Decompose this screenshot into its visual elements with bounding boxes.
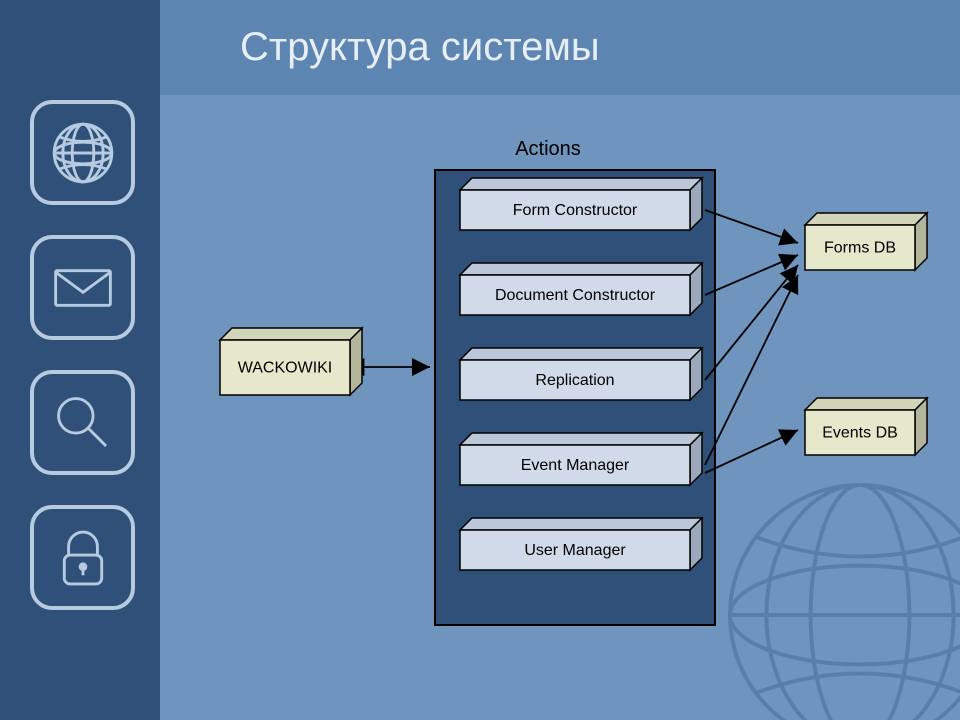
action-block-1-label: Document Constructor	[495, 287, 656, 304]
connector-arrow	[705, 210, 798, 243]
action-block-2-label: Replication	[535, 372, 614, 389]
events-db-block-label: Events DB	[822, 425, 898, 442]
background-globe-icon	[730, 485, 960, 720]
title-bar: Структура системы	[160, 0, 960, 95]
slide: Структура системы Actions WACKOWIKI Form C…	[0, 0, 960, 720]
wackowiki-block: WACKOWIKI	[220, 328, 362, 395]
action-block-3: Event Manager	[460, 433, 702, 485]
lock-icon	[30, 505, 135, 610]
action-block-0: Form Constructor	[460, 178, 702, 230]
globe-icon	[30, 100, 135, 205]
forms-db-block-label: Forms DB	[824, 240, 896, 257]
action-block-0-label: Form Constructor	[513, 202, 638, 219]
wackowiki-block-label: WACKOWIKI	[238, 360, 333, 377]
action-block-4: User Manager	[460, 518, 702, 570]
actions-label: Actions	[515, 138, 581, 160]
sidebar	[0, 0, 160, 720]
action-block-2: Replication	[460, 348, 702, 400]
connector-arrow	[705, 255, 798, 295]
action-block-4-label: User Manager	[524, 542, 626, 559]
content-area: Actions WACKOWIKI Form Constructor Document…	[160, 95, 960, 720]
diagram-svg: Actions WACKOWIKI Form Constructor Document…	[160, 95, 960, 720]
connector-arrow	[705, 265, 798, 380]
action-block-3-label: Event Manager	[521, 457, 630, 474]
forms-db-block: Forms DB	[805, 213, 927, 270]
action-block-1: Document Constructor	[460, 263, 702, 315]
search-icon	[30, 370, 135, 475]
page-title: Структура системы	[240, 25, 600, 70]
mail-icon	[30, 235, 135, 340]
events-db-block: Events DB	[805, 398, 927, 455]
